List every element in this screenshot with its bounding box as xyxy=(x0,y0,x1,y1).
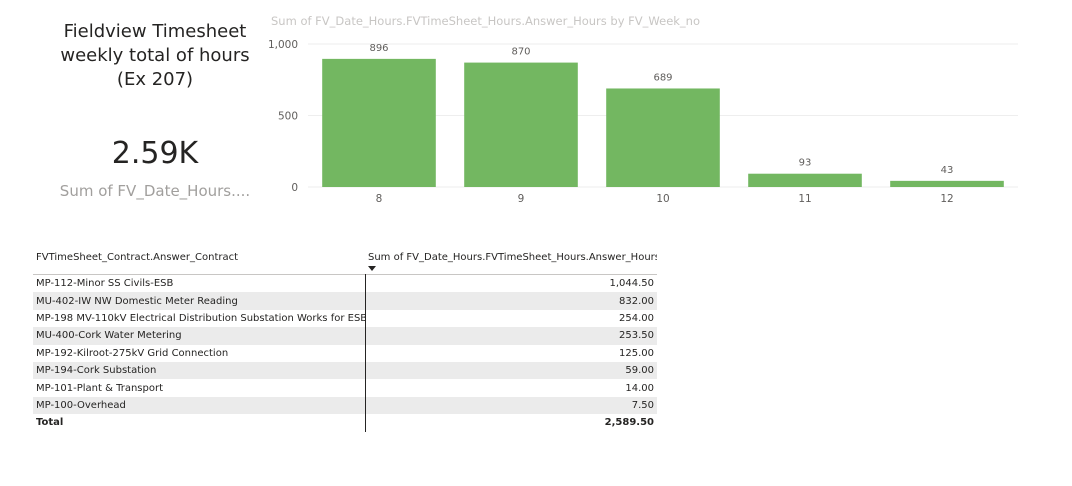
card-title-line-1: Fieldview Timesheet xyxy=(63,21,247,42)
y-axis: 0 500 1,000 xyxy=(268,39,298,194)
bar[interactable] xyxy=(464,62,578,188)
data-label: 689 xyxy=(653,72,672,83)
table-row[interactable]: MP-101-Plant & Transport 14.00 xyxy=(33,379,657,397)
card-caption: Sum of FV_Date_Hours.... xyxy=(59,182,251,200)
table-row[interactable]: MU-400-Cork Water Metering 253.50 xyxy=(33,327,657,345)
cell-contract: MP-194-Cork Substation xyxy=(33,361,366,380)
table-row[interactable]: MP-192-Kilroot-275kV Grid Connection 125.… xyxy=(33,344,657,362)
bar[interactable] xyxy=(890,180,1004,187)
total-label: Total xyxy=(33,414,366,432)
bar-chart-visual[interactable]: Sum of FV_Date_Hours.FVTimeSheet_Hours.A… xyxy=(262,10,1028,210)
bar[interactable] xyxy=(322,58,436,187)
card-value: 2.59K xyxy=(111,136,199,171)
table-row[interactable]: MP-198 MV-110kV Electrical Distribution … xyxy=(33,309,657,328)
y-tick-label: 500 xyxy=(278,111,298,123)
cell-contract: MP-100-Overhead xyxy=(33,396,366,415)
bars xyxy=(322,58,1004,188)
data-label: 43 xyxy=(941,165,954,176)
data-label: 870 xyxy=(511,47,530,58)
x-tick-label: 12 xyxy=(940,193,953,205)
data-label: 896 xyxy=(369,43,388,54)
cell-hours: 59.00 xyxy=(365,361,657,380)
card-title: Fieldview Timesheet weekly total of hour… xyxy=(40,20,270,92)
x-axis: 8 9 10 11 12 xyxy=(376,193,954,205)
card-title-line-2: weekly total of hours xyxy=(60,45,250,66)
sort-descending-icon xyxy=(368,266,376,271)
cell-hours: 125.00 xyxy=(619,347,654,359)
column-header-hours[interactable]: Sum of FV_Date_Hours.FVTimeSheet_Hours.A… xyxy=(365,252,657,275)
bar[interactable] xyxy=(606,88,720,187)
x-tick-label: 11 xyxy=(798,193,811,205)
column-header-hours-label: Sum of FV_Date_Hours.FVTimeSheet_Hours.A… xyxy=(368,252,657,263)
cell-contract: MU-402-IW NW Domestic Meter Reading xyxy=(33,292,366,310)
cell-contract: MP-112-Minor SS Civils-ESB xyxy=(33,274,366,293)
table-row[interactable]: MP-112-Minor SS Civils-ESB 1,044.50 xyxy=(33,274,657,293)
cell-contract: MP-101-Plant & Transport xyxy=(33,379,366,397)
y-tick-label: 1,000 xyxy=(268,39,298,51)
cell-contract: MU-400-Cork Water Metering xyxy=(33,327,366,345)
x-tick-label: 8 xyxy=(376,193,383,205)
table-body: MP-112-Minor SS Civils-ESB 1,044.50 MU-402… xyxy=(33,274,657,415)
table-header-row: FVTimeSheet_Contract.Answer_Contract Sum… xyxy=(33,252,657,275)
kpi-card[interactable]: Fieldview Timesheet weekly total of hour… xyxy=(40,18,270,208)
data-label: 93 xyxy=(799,158,812,169)
table-row[interactable]: MP-100-Overhead 7.50 xyxy=(33,396,657,415)
cell-hours: 14.00 xyxy=(625,382,654,394)
cell-hours: 832.00 xyxy=(365,292,657,310)
cell-hours: 1,044.50 xyxy=(609,278,654,290)
x-tick-label: 9 xyxy=(518,193,525,205)
table-total-row: Total 2,589.50 xyxy=(33,414,657,432)
bar-chart: 0 500 1,000 8 9 10 11 12 896 870 689 93 43 xyxy=(268,39,1018,205)
chart-title: Sum of FV_Date_Hours.FVTimeSheet_Hours.A… xyxy=(271,14,700,28)
cell-hours: 253.50 xyxy=(365,327,657,345)
contract-hours-table[interactable]: FVTimeSheet_Contract.Answer_Contract Sum… xyxy=(33,252,657,432)
data-labels: 896 870 689 93 43 xyxy=(369,43,953,176)
cell-hours: 254.00 xyxy=(619,312,654,324)
cell-contract: MP-198 MV-110kV Electrical Distribution … xyxy=(33,309,366,328)
table-row[interactable]: MP-194-Cork Substation 59.00 xyxy=(33,361,657,380)
cell-contract: MP-192-Kilroot-275kV Grid Connection xyxy=(33,344,366,362)
y-tick-label: 0 xyxy=(291,182,298,194)
x-tick-label: 10 xyxy=(656,193,669,205)
table-row[interactable]: MU-402-IW NW Domestic Meter Reading 832.0… xyxy=(33,292,657,310)
cell-hours: 7.50 xyxy=(365,396,657,415)
column-header-contract[interactable]: FVTimeSheet_Contract.Answer_Contract xyxy=(36,252,239,263)
card-title-line-3: (Ex 207) xyxy=(116,69,194,90)
total-value: 2,589.50 xyxy=(604,417,654,429)
bar[interactable] xyxy=(748,173,862,187)
